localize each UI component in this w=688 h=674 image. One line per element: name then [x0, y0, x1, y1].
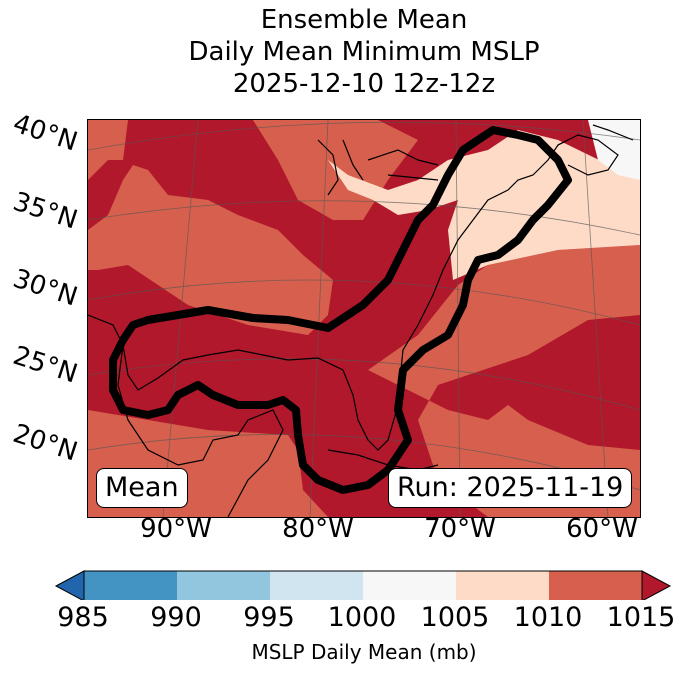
lat-label-20: 20°N [9, 418, 81, 468]
coastline-mexico [117, 344, 284, 517]
colorbar-tick-1005: 1005 [420, 602, 490, 633]
lat-label-25: 25°N [9, 340, 81, 390]
lon-label-70w: 70°W [424, 514, 496, 544]
graticule-lat-25 [88, 358, 640, 411]
colorbar-bins [83, 570, 643, 600]
map-panel: Mean Run: 2025-11-19 [87, 119, 641, 518]
mean-badge: Mean [96, 468, 188, 508]
graticule-lat-30 [88, 279, 640, 326]
colorbar-under-arrow [54, 570, 85, 600]
map-title: Ensemble Mean Daily Mean Minimum MSLP 20… [0, 4, 688, 100]
colorbar-bin-990-995 [177, 571, 270, 600]
title-line-2: Daily Mean Minimum MSLP [188, 37, 540, 67]
colorbar-tick-1000: 1000 [327, 602, 397, 633]
field-region-west [88, 165, 333, 335]
graticule-lon-60 [582, 120, 609, 517]
coastline-maritimes [557, 124, 634, 176]
colorbar-over-arrow [641, 570, 672, 600]
coastline-gulf-us [88, 139, 569, 451]
coastline-cuba [327, 449, 439, 471]
graticule-lat-35 [88, 200, 640, 236]
title-line-3: 2025-12-10 12z-12z [232, 69, 496, 99]
graticule-lon-80 [309, 120, 329, 517]
lat-label-40: 40°N [9, 108, 81, 158]
colorbar-tick-985: 985 [57, 602, 109, 633]
colorbar [54, 570, 672, 600]
colorbar-bin-1005-1010 [456, 571, 549, 600]
colorbar-label: MSLP Daily Mean (mb) [251, 640, 477, 664]
lat-label-35: 35°N [9, 186, 81, 236]
graticule-lat-40 [88, 121, 640, 151]
mslp-contour-line [109, 126, 572, 494]
colorbar-tick-1015: 1015 [606, 602, 676, 633]
lon-label-60w: 60°W [566, 514, 638, 544]
colorbar-bin-995-1000 [270, 571, 363, 600]
colorbar-bin-985-990 [84, 571, 177, 600]
lon-label-80w: 80°W [282, 514, 354, 544]
colorbar-tick-990: 990 [150, 602, 202, 633]
colorbar-tick-995: 995 [243, 602, 295, 633]
coastline-great-lakes [317, 139, 439, 196]
field-region-atlantic [368, 245, 640, 517]
run-date-badge: Run: 2025-11-19 [388, 468, 633, 508]
colorbar-bin-1000-1005 [363, 571, 456, 600]
lon-label-90w: 90°W [140, 514, 212, 544]
field-region-north-gulf [88, 120, 128, 180]
title-line-1: Ensemble Mean [260, 5, 468, 35]
colorbar-bin-1010-1015 [549, 571, 642, 600]
colorbar-tick-1010: 1010 [513, 602, 583, 633]
map-svg [88, 120, 640, 517]
lat-label-30: 30°N [9, 263, 81, 313]
